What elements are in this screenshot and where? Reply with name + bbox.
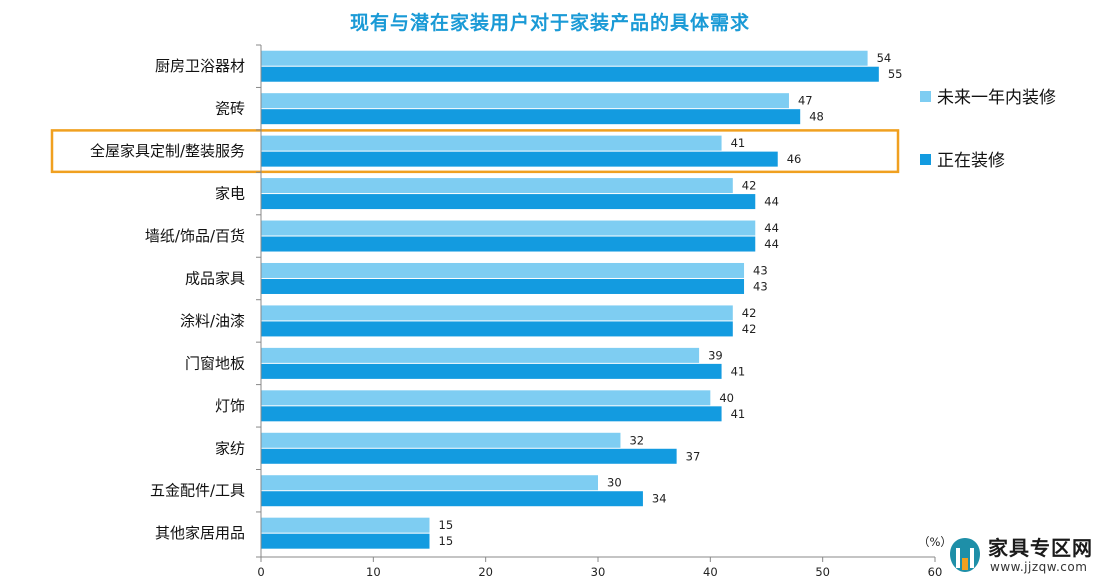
bar-value-label: 54 <box>877 51 892 65</box>
bar-value-label: 41 <box>731 364 746 378</box>
bar <box>261 262 745 278</box>
x-tick-label: 50 <box>815 565 830 579</box>
bar-value-label: 15 <box>439 534 454 548</box>
bar <box>261 194 756 210</box>
category-label: 墙纸/饰品/百货 <box>145 227 245 245</box>
bar-value-label: 32 <box>629 433 644 447</box>
bar-value-label: 42 <box>742 179 757 193</box>
bar-value-label: 42 <box>742 322 757 336</box>
bar <box>261 475 598 491</box>
bar-value-label: 43 <box>753 263 768 277</box>
bar <box>261 491 643 507</box>
bar-value-label: 46 <box>787 152 802 166</box>
category-label: 其他家居用品 <box>155 524 245 542</box>
bar <box>261 363 722 379</box>
bar <box>261 321 733 337</box>
bar <box>261 347 700 363</box>
watermark-name: 家具专区网 <box>988 536 1093 560</box>
bar-value-label: 30 <box>607 476 622 490</box>
bar-value-label: 15 <box>439 518 454 532</box>
category-label: 门窗地板 <box>185 354 245 372</box>
bar <box>261 178 733 194</box>
category-label: 涂料/油漆 <box>180 312 245 330</box>
bar <box>261 66 879 82</box>
x-tick-label: 10 <box>366 565 381 579</box>
category-label: 灯饰 <box>215 397 245 415</box>
bar <box>261 305 733 321</box>
x-axis-unit-label: （%） <box>918 535 952 549</box>
bar-value-label: 43 <box>753 279 768 293</box>
bar <box>261 220 756 236</box>
bar-value-label: 48 <box>809 110 824 124</box>
bar <box>261 135 722 151</box>
bar <box>261 517 430 533</box>
category-label: 成品家具 <box>185 269 245 287</box>
bar-value-label: 44 <box>764 195 779 209</box>
bar-value-label: 41 <box>731 407 746 421</box>
watermark-logo: 家具专区网 www.jjzqw.com <box>948 532 1098 578</box>
category-label: 五金配件/工具 <box>150 482 245 500</box>
bar <box>261 236 756 252</box>
chart-title: 现有与潜在家装用户对于家装产品的具体需求 <box>349 12 750 34</box>
bar <box>261 406 722 422</box>
x-tick-label: 0 <box>257 565 264 579</box>
category-label: 全屋家具定制/整装服务 <box>90 142 245 160</box>
bar <box>261 533 430 549</box>
bar <box>261 93 789 109</box>
legend-swatch <box>920 91 931 102</box>
logo-icon <box>950 538 980 572</box>
x-tick-label: 40 <box>703 565 718 579</box>
bar <box>261 109 801 125</box>
x-tick-label: 30 <box>591 565 606 579</box>
bar-value-label: 40 <box>719 391 734 405</box>
category-label: 家电 <box>215 185 245 203</box>
watermark-url: www.jjzqw.com <box>990 560 1088 574</box>
bar <box>261 432 621 448</box>
bar-value-label: 39 <box>708 348 723 362</box>
bar <box>261 50 868 66</box>
bar-value-label: 44 <box>764 221 779 235</box>
legend-swatch <box>920 154 931 165</box>
bar-value-label: 37 <box>686 449 701 463</box>
category-label: 厨房卫浴器材 <box>155 57 245 75</box>
bar-value-label: 55 <box>888 67 903 81</box>
bar <box>261 278 745 294</box>
legend-label: 未来一年内装修 <box>937 88 1056 108</box>
bar <box>261 151 778 167</box>
bar-value-label: 41 <box>731 136 746 150</box>
category-label: 家纺 <box>215 439 245 457</box>
legend-label: 正在装修 <box>937 151 1005 171</box>
bar <box>261 448 677 464</box>
x-tick-label: 60 <box>928 565 943 579</box>
bar-value-label: 47 <box>798 94 813 108</box>
bar-value-label: 34 <box>652 492 667 506</box>
category-label: 瓷砖 <box>215 100 245 118</box>
highlight-box <box>50 129 900 174</box>
x-tick-label: 20 <box>478 565 493 579</box>
bar-value-label: 44 <box>764 237 779 251</box>
bar-value-label: 42 <box>742 306 757 320</box>
bar <box>261 390 711 406</box>
